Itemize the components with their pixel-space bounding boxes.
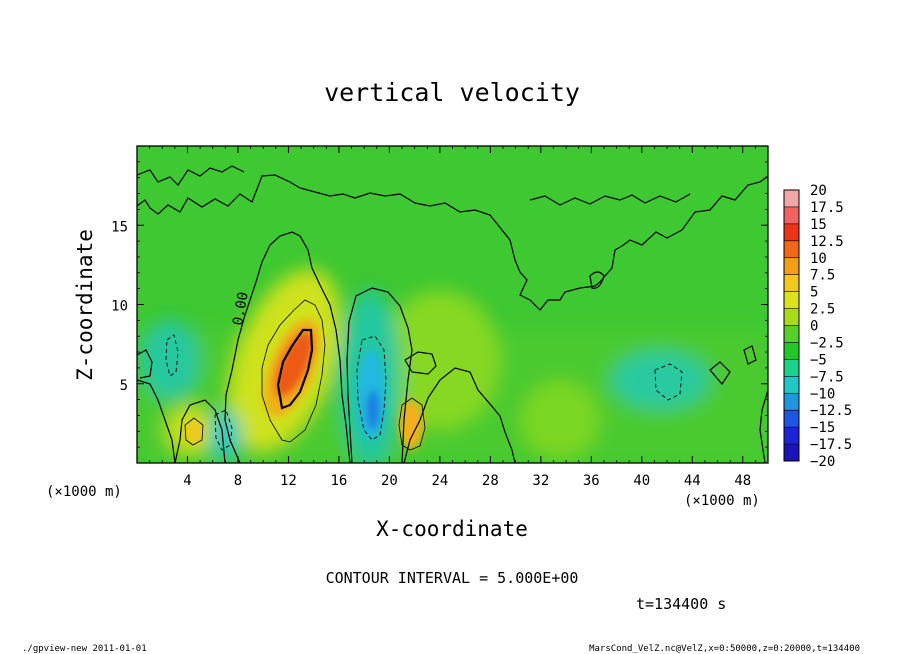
colorbar-label: 15: [810, 217, 827, 233]
x-tick-label: 44: [684, 473, 701, 489]
colorbar-label: −12.5: [810, 403, 852, 419]
contour-zero-top: [137, 174, 768, 311]
x-tick-label: 8: [234, 473, 242, 489]
core-downdraft-inner: [367, 390, 379, 430]
x-unit-label-right: (×1000 m): [684, 493, 760, 509]
colorbar-label: 5: [810, 285, 818, 301]
x-tick-label: 24: [431, 473, 448, 489]
x-tick-label: 4: [183, 473, 191, 489]
footer-left: ./gpview-new 2011-01-01: [22, 644, 147, 654]
core-updraft-inner: [274, 330, 314, 398]
contour-zero-left-c: [137, 349, 153, 379]
colorbar-label: −5: [810, 352, 827, 368]
contour-neg-left: [165, 334, 179, 377]
x-axis-label: X-coordinate: [376, 517, 528, 541]
colorbar-label: 12.5: [810, 234, 844, 250]
colorbar-swatch: [784, 410, 799, 428]
contour-zero-left-b: [174, 399, 226, 463]
colorbar-swatch: [784, 240, 799, 258]
colorbar-label: −10: [810, 386, 835, 402]
contour-updraft-10: [276, 328, 314, 410]
plot-area: 0.00: [137, 146, 768, 463]
field-cell-c: [520, 380, 600, 460]
contour-zero-right-b: [709, 361, 731, 385]
contour-left-updraft-5: [184, 417, 204, 446]
y-tick-label: 10: [111, 299, 128, 315]
contour-small-updraft-5: [398, 397, 426, 451]
contour-neg-right: [654, 363, 683, 401]
x-ticks: 4 8 12 16 20 24 28 32 36 40 44 48: [149, 146, 756, 489]
y-tick-label: 5: [120, 378, 128, 394]
contour-zero-right-of-center: [403, 367, 516, 463]
colorbar-label: −17.5: [810, 437, 852, 453]
x-tick-label: 48: [734, 473, 751, 489]
colorbar-swatch: [784, 291, 799, 309]
colorbar-label: 2.5: [810, 302, 835, 318]
contour-neg-center: [356, 335, 387, 441]
colorbar-swatch: [784, 274, 799, 292]
contour-neg-left-b: [214, 409, 233, 451]
x-tick-label: 36: [583, 473, 600, 489]
colorbar: 2017.51512.5107.552.50−2.5−5−7.5−10−12.5…: [783, 183, 852, 470]
core-left-updraft: [185, 420, 203, 444]
field-cell-e: [140, 320, 200, 400]
contour-zero-blob-b: [589, 271, 605, 289]
colorbar-label: 0: [810, 319, 818, 335]
colorbar-swatch: [784, 325, 799, 343]
x-tick-label: 16: [330, 473, 347, 489]
y-axis-label: Z-coordinate: [73, 229, 97, 381]
x-tick-label: 28: [482, 473, 499, 489]
colorbar-label: 17.5: [810, 200, 844, 216]
colorbar-swatch: [784, 190, 799, 207]
colorbar-label: −2.5: [810, 335, 844, 351]
x-tick-label: 32: [532, 473, 549, 489]
x-tick-label: 12: [280, 473, 297, 489]
colorbar-label: 10: [810, 251, 827, 267]
colorbar-swatch: [784, 257, 799, 275]
colorbar-label: −7.5: [810, 369, 844, 385]
field-cell-b: [380, 290, 500, 430]
colorbar-swatch: [784, 444, 799, 461]
footer-right: MarsCond_VelZ.nc@VelZ,x=0:50000,z=0:2000…: [589, 644, 860, 654]
colorbar-swatch: [784, 206, 799, 224]
chart-title: vertical velocity: [324, 78, 580, 107]
colorbar-swatch: [784, 393, 799, 411]
colorbar-swatch: [784, 308, 799, 326]
y-ticks: 5 10 15: [111, 161, 768, 448]
contour-label: 0.00: [230, 291, 252, 327]
contour-dashed: [165, 334, 683, 451]
contour-label-group: 0.00: [230, 291, 252, 327]
field-cores: [185, 319, 423, 450]
colorbar-swatch: [784, 223, 799, 241]
colorbar-swatch: [784, 376, 799, 394]
colorbar-swatch: [784, 342, 799, 360]
colorbar-label: −15: [810, 420, 835, 436]
x-tick-label: 40: [633, 473, 650, 489]
contour-lines: [137, 165, 768, 463]
colorbar-label: 20: [810, 183, 827, 199]
contour-zero-upper-right: [529, 193, 691, 206]
y-tick-label: 15: [111, 219, 128, 235]
contour-zero-right-c: [743, 345, 757, 365]
contour-zero-upper-left: [137, 165, 245, 186]
contour-zero-blob-a: [404, 351, 437, 375]
contour-zero-main: [224, 231, 351, 463]
colorbar-label: −20: [810, 454, 835, 470]
field-cell-f: [610, 350, 710, 410]
x-tick-label: 20: [381, 473, 398, 489]
contour-zero-center: [346, 287, 413, 463]
contour-zero-left-edge: [137, 379, 176, 463]
colorbar-swatch: [784, 359, 799, 377]
colorbar-swatch: [784, 427, 799, 445]
contour-interval-text: CONTOUR INTERVAL = 5.000E+00: [326, 569, 579, 587]
contour-updraft-5: [261, 299, 326, 443]
x-unit-label-left: (×1000 m): [46, 484, 122, 500]
colorbar-label: 7.5: [810, 268, 835, 284]
time-text: t=134400 s: [636, 595, 726, 613]
